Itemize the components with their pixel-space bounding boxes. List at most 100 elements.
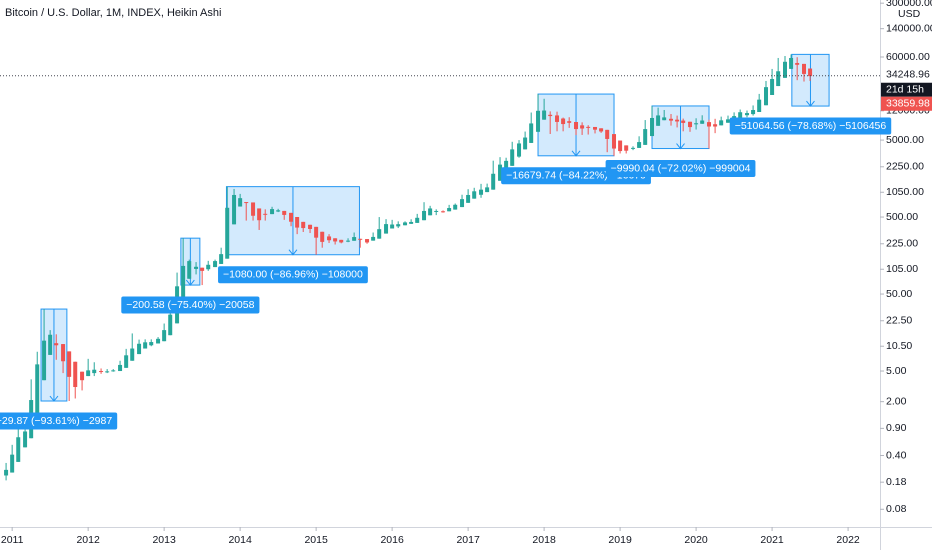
x-tick-label: 2015 <box>304 534 328 546</box>
candle-body <box>67 351 72 377</box>
candle-body <box>282 210 287 215</box>
measure-arrow-head <box>806 100 815 107</box>
candle-body <box>599 128 604 132</box>
candle-body <box>574 121 579 130</box>
close-tag <box>881 96 932 111</box>
candle-body <box>555 115 560 122</box>
candle-body <box>187 261 192 279</box>
candle-body <box>244 202 249 204</box>
candle-body <box>206 264 211 270</box>
candle-body <box>16 437 21 462</box>
candle-body <box>783 61 788 78</box>
candle-body <box>352 237 357 241</box>
candle-body <box>491 173 496 190</box>
x-tick-label: 2012 <box>76 534 100 546</box>
candle-body <box>289 212 294 222</box>
candle-body <box>618 140 623 152</box>
candle-body <box>54 343 59 346</box>
candle-body <box>314 226 319 238</box>
measure-arrow-head <box>288 249 298 256</box>
candle-body <box>225 207 230 259</box>
candle-body <box>745 113 750 116</box>
candle-body <box>384 224 389 234</box>
candle-body <box>681 120 686 123</box>
candle-body <box>48 334 53 355</box>
candle-body <box>624 145 629 151</box>
candle-body <box>358 238 363 240</box>
candle-body <box>333 238 338 242</box>
candle-body <box>561 118 566 125</box>
candle-body <box>434 210 439 212</box>
measure-arrow-head <box>571 150 581 157</box>
x-tick-label: 2017 <box>456 534 480 546</box>
y-tick-label: 5000.00 <box>886 134 924 146</box>
candle-body <box>485 187 490 193</box>
close-label: 33859.98 <box>886 98 930 110</box>
y-tick-label: 22.50 <box>886 315 912 327</box>
candle-body <box>688 121 693 128</box>
candle-body <box>80 371 85 381</box>
candle-body <box>460 199 465 208</box>
candle-body <box>422 210 427 221</box>
measure-label-bg <box>729 117 892 135</box>
candle-body <box>92 369 97 374</box>
candle-body <box>99 371 104 373</box>
candle-body <box>662 117 667 121</box>
candle-body <box>713 124 718 127</box>
last-price-label: 34248.96 <box>886 69 930 81</box>
candle-body <box>726 119 731 123</box>
candle-body <box>770 79 775 95</box>
x-tick-label: 2013 <box>152 534 176 546</box>
candle-body <box>213 261 218 268</box>
measure-arrow-head <box>185 279 195 286</box>
candle-body <box>327 236 332 241</box>
candle-body <box>707 122 712 127</box>
candle-body <box>238 198 243 207</box>
candle-body <box>124 355 129 368</box>
candle-body <box>542 110 547 120</box>
countdown-label: 21d 15h <box>886 84 924 96</box>
measure-arrow-head <box>676 143 685 150</box>
candle-body <box>415 217 420 223</box>
candle-body <box>251 202 256 216</box>
candle-body <box>789 57 794 69</box>
candle-body <box>764 87 769 106</box>
x-tick-label: 2020 <box>684 534 708 546</box>
candle-body <box>453 204 458 210</box>
y-tick-label: 1050.00 <box>886 186 924 198</box>
candle-body <box>498 164 503 181</box>
measure-label-bg <box>218 266 368 284</box>
currency-label: USD <box>898 8 921 20</box>
y-tick-label: 0.90 <box>886 422 907 434</box>
candle-body <box>650 117 655 137</box>
candle-body <box>637 142 642 148</box>
x-tick-label: 2014 <box>228 534 252 546</box>
countdown-tag <box>881 82 932 97</box>
candle-body <box>403 222 408 226</box>
candle-body <box>270 209 275 215</box>
candle-body <box>523 137 528 150</box>
candle-body <box>200 267 205 271</box>
candle-body <box>669 118 674 121</box>
measure-label: −51064.56 (−78.68%) −5106456 <box>735 120 887 132</box>
candle-body <box>751 110 756 115</box>
x-tick-label: 2022 <box>836 534 860 546</box>
candle-body <box>586 126 591 128</box>
candle-body <box>605 129 610 139</box>
candle-body <box>656 115 661 126</box>
measure-arrow-head <box>49 395 59 402</box>
candle-body <box>428 208 433 216</box>
candle-body <box>466 194 471 203</box>
candle-body <box>719 120 724 126</box>
candle-body <box>346 240 351 242</box>
candle-body <box>371 236 376 241</box>
candle-body <box>232 194 237 225</box>
candle-body <box>149 342 154 346</box>
candle-body <box>156 338 161 344</box>
candle-body <box>295 216 300 228</box>
candle-body <box>808 68 813 77</box>
candle-body <box>700 120 705 124</box>
candle-body <box>320 231 325 242</box>
measure-label: −200.58 (−75.40%) −20058 <box>126 299 254 311</box>
